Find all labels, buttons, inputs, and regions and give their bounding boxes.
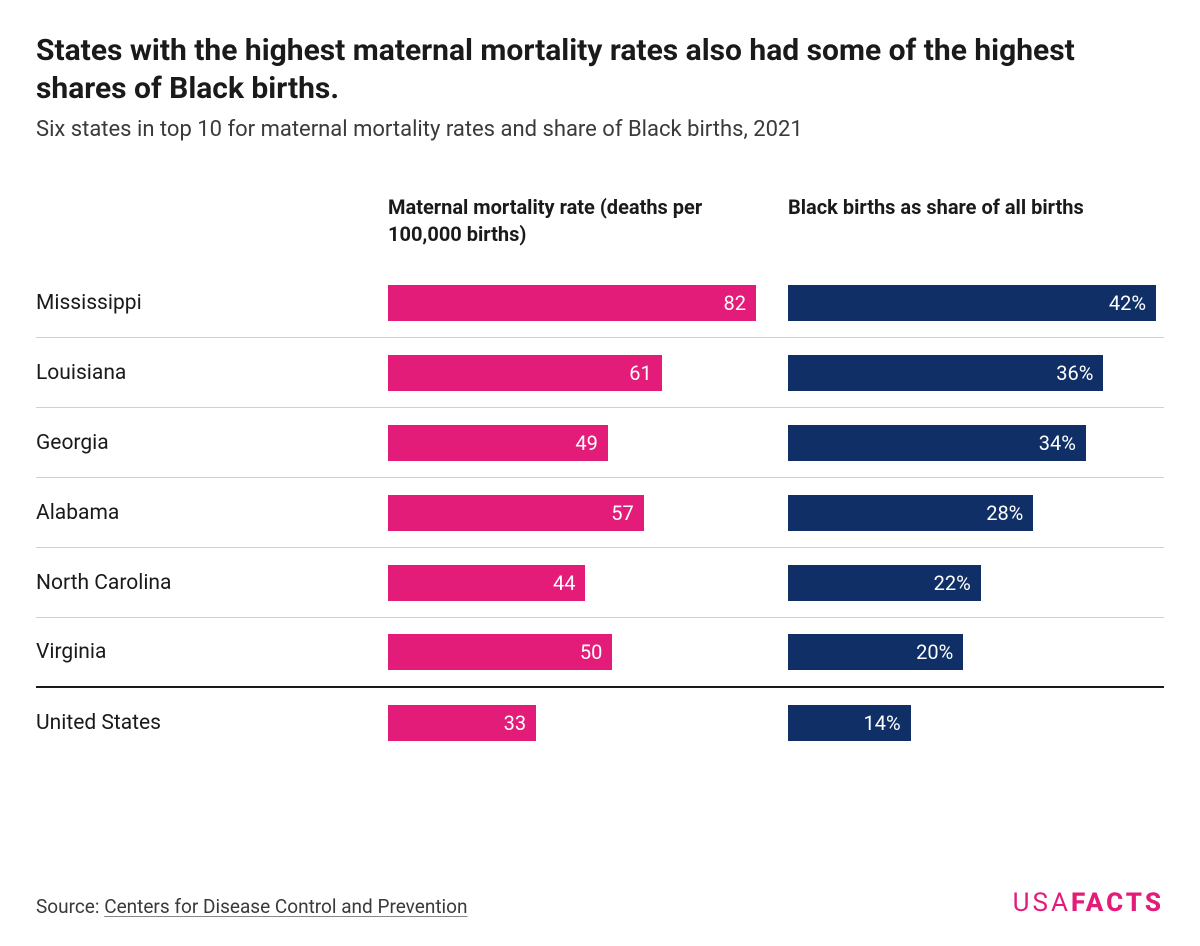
bar-value: 57 <box>611 501 633 525</box>
bar-metric1: 82 <box>388 285 756 321</box>
bar-value: 34% <box>1039 431 1076 455</box>
usafacts-logo: USAFACTS <box>1013 888 1164 918</box>
data-row: Mississippi 82 42% <box>36 268 1164 338</box>
data-row: Virginia 50 20% <box>36 618 1164 688</box>
chart-title: States with the highest maternal mortali… <box>36 32 1164 107</box>
source-link[interactable]: Centers for Disease Control and Preventi… <box>104 895 467 918</box>
bar-value: 14% <box>864 711 901 735</box>
row-label: Virginia <box>36 640 106 664</box>
data-row: Alabama 57 28% <box>36 478 1164 548</box>
row-label: Louisiana <box>36 361 126 385</box>
row-label: Alabama <box>36 501 119 525</box>
bar-value: 22% <box>934 571 971 595</box>
bar-value: 33 <box>504 711 526 735</box>
data-row: United States 33 14% <box>36 688 1164 758</box>
bar-value: 44 <box>553 571 575 595</box>
bar-metric2: 36% <box>788 355 1156 391</box>
row-label: Georgia <box>36 431 109 455</box>
bar-metric2: 28% <box>788 495 1156 531</box>
chart-footer: Source: Centers for Disease Control and … <box>36 888 1164 918</box>
bar-metric2: 34% <box>788 425 1156 461</box>
bar-metric1: 57 <box>388 495 756 531</box>
bar-value: 61 <box>629 361 651 385</box>
bar-metric2: 14% <box>788 705 1156 741</box>
data-row: Georgia 49 34% <box>36 408 1164 478</box>
bar-metric2: 20% <box>788 634 1156 670</box>
bar-value: 42% <box>1109 291 1146 315</box>
data-row: Louisiana 61 36% <box>36 338 1164 408</box>
logo-part1: USA <box>1013 888 1071 918</box>
row-label: United States <box>36 711 161 735</box>
chart-container: Maternal mortality rate (deaths per 100,… <box>36 194 1164 758</box>
bar-metric1: 44 <box>388 565 756 601</box>
source-citation: Source: Centers for Disease Control and … <box>36 895 468 918</box>
column-headers: Maternal mortality rate (deaths per 100,… <box>36 194 1164 248</box>
source-prefix: Source: <box>36 895 104 918</box>
column-header-metric1: Maternal mortality rate (deaths per 100,… <box>388 194 756 248</box>
row-label: Mississippi <box>36 291 142 315</box>
bar-metric1: 49 <box>388 425 756 461</box>
bar-metric2: 22% <box>788 565 1156 601</box>
row-label: North Carolina <box>36 571 171 595</box>
bar-value: 20% <box>916 640 953 664</box>
bar-metric2: 42% <box>788 285 1156 321</box>
column-header-metric2: Black births as share of all births <box>788 194 1156 248</box>
bar-value: 28% <box>986 501 1023 525</box>
bar-metric1: 50 <box>388 634 756 670</box>
bar-metric1: 33 <box>388 705 756 741</box>
bar-value: 49 <box>575 431 597 455</box>
chart-subtitle: Six states in top 10 for maternal mortal… <box>36 117 1164 142</box>
data-row: North Carolina 44 22% <box>36 548 1164 618</box>
bar-metric1: 61 <box>388 355 756 391</box>
bar-value: 36% <box>1056 361 1093 385</box>
logo-part2: FACTS <box>1071 888 1164 918</box>
bar-value: 82 <box>724 291 746 315</box>
bar-value: 50 <box>580 640 602 664</box>
